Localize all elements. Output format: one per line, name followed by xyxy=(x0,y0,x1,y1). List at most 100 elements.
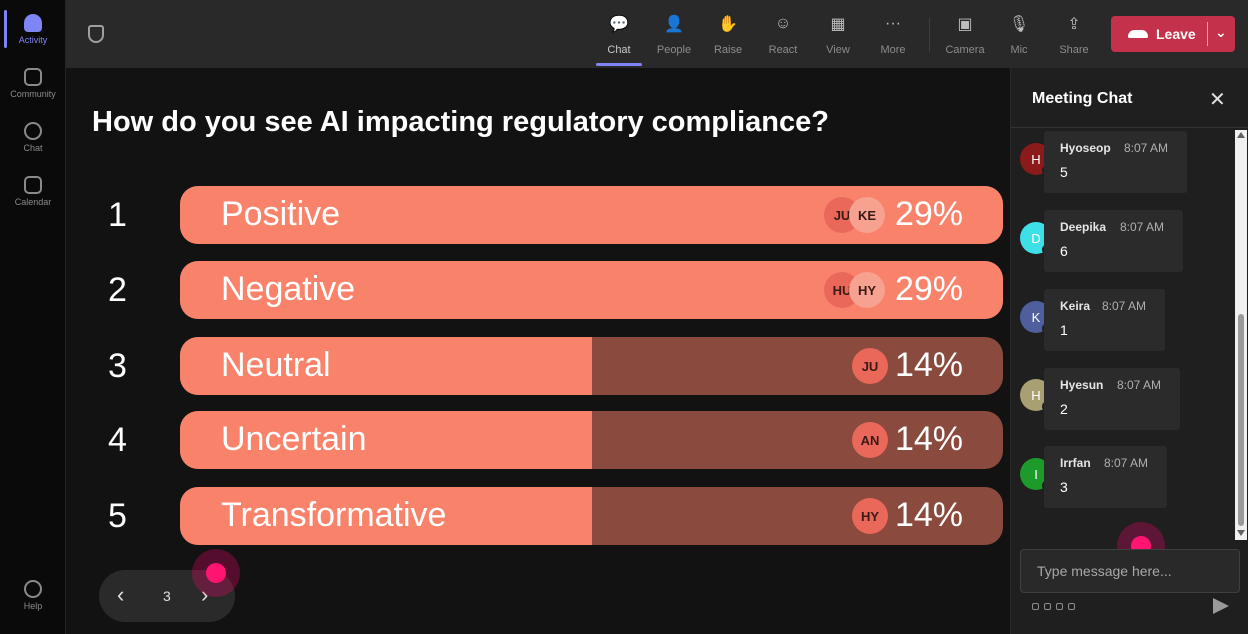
message-bubble: Irrfan 8:07 AM 3 xyxy=(1044,446,1167,508)
message-sender: Deepika xyxy=(1060,220,1107,234)
toolbar-button-label: View xyxy=(826,44,850,56)
format-icon[interactable] xyxy=(1032,603,1039,610)
toolbar-button-label: Raise xyxy=(713,44,743,56)
more-icon: ··· xyxy=(885,15,901,32)
poll-option-row: 5 Transformative HY 14% xyxy=(66,487,1010,545)
message-text: 3 xyxy=(1060,479,1068,495)
toolbar-people-button[interactable]: 👤 People xyxy=(647,10,701,62)
rail-item-help[interactable]: Help xyxy=(0,570,66,622)
toolbar-view-button[interactable]: ▦ View xyxy=(811,10,865,62)
people-icon: 👤 xyxy=(664,16,684,33)
compose-toolbar xyxy=(1032,603,1075,610)
rail-item-label: Help xyxy=(23,601,43,611)
toolbar-button-label: Share xyxy=(1059,44,1089,56)
option-percent: 29% xyxy=(894,270,963,308)
avatar-initial: D xyxy=(1031,230,1041,246)
toolbar-raise-button[interactable]: ✋ Raise xyxy=(701,10,755,62)
option-label: Neutral xyxy=(221,346,331,384)
meeting-chat-panel: Meeting Chat ✕ H Hyoseop 8:07 AM 5 D Dee… xyxy=(1010,68,1248,634)
message-time: 8:07 AM xyxy=(1102,299,1147,313)
toolbar-button-label: More xyxy=(880,44,906,56)
option-bar: Neutral JU 14% xyxy=(180,337,1003,395)
toolbar-chat-button[interactable]: 💬 Chat xyxy=(592,10,646,66)
calendar-icon xyxy=(24,176,42,194)
toolbar-more-button[interactable]: ··· More xyxy=(866,10,920,62)
rail-item-calendar[interactable]: Calendar xyxy=(0,166,66,218)
close-icon[interactable]: ✕ xyxy=(1209,89,1226,111)
toolbar-button-label: React xyxy=(768,44,798,56)
option-bar: Positive JU KE 29% xyxy=(180,186,1003,244)
avatar-initial: I xyxy=(1034,466,1038,482)
poll-question: How do you see AI impacting regulatory c… xyxy=(92,106,829,138)
scroll-up-icon[interactable] xyxy=(1237,132,1245,138)
voter-avatar: KE xyxy=(849,197,885,233)
option-number: 2 xyxy=(108,271,127,309)
poll-stage: How do you see AI impacting regulatory c… xyxy=(66,68,1010,634)
toolbar-button-label: Camera xyxy=(945,44,985,56)
message-bubble: Deepika 8:07 AM 6 xyxy=(1044,210,1183,272)
message-time: 8:07 AM xyxy=(1104,456,1149,470)
option-bar: Transformative HY 14% xyxy=(180,487,1003,545)
option-label: Negative xyxy=(221,270,356,308)
voter-avatar: AN xyxy=(852,422,888,458)
scrollbar-thumb[interactable] xyxy=(1238,314,1244,526)
message-bubble: Hyoseop 8:07 AM 5 xyxy=(1044,131,1187,193)
option-number: 5 xyxy=(108,497,127,535)
rail-item-chat[interactable]: Chat xyxy=(0,112,66,164)
message-sender: Irrfan xyxy=(1060,456,1091,470)
leave-label: Leave xyxy=(1156,26,1196,42)
message-bubble: Hyesun 8:07 AM 2 xyxy=(1044,368,1180,430)
chat-icon: 💬 xyxy=(609,16,629,33)
rail-item-activity[interactable]: Activity xyxy=(0,4,66,56)
message-sender: Hyoseop xyxy=(1060,141,1111,155)
toolbar-mic-button[interactable]: 🎙 Mic xyxy=(992,10,1046,62)
app-rail: Activity Community Chat Calendar Help xyxy=(0,0,66,634)
option-bar-fill xyxy=(180,337,592,395)
message-text: 5 xyxy=(1060,164,1068,180)
option-number: 1 xyxy=(108,196,127,234)
message-sender: Hyesun xyxy=(1060,378,1104,392)
react-icon: ☺ xyxy=(774,15,792,32)
send-icon[interactable] xyxy=(1213,598,1229,614)
voter-avatar: HY xyxy=(849,272,885,308)
leave-button[interactable]: Leave ⌄ xyxy=(1111,16,1235,52)
mic-icon: 🎙 xyxy=(1008,16,1030,33)
message-text: 2 xyxy=(1060,401,1068,417)
message-time: 8:07 AM xyxy=(1117,378,1162,392)
message-time: 8:07 AM xyxy=(1124,141,1169,155)
option-bar-fill xyxy=(180,487,592,545)
toolbar-separator xyxy=(929,18,930,52)
rail-item-community[interactable]: Community xyxy=(0,58,66,110)
chevron-left-icon[interactable]: ‹ xyxy=(117,582,125,607)
voter-avatar: HY xyxy=(852,498,888,534)
toolbar-react-button[interactable]: ☺ React xyxy=(756,10,810,62)
toolbar-share-button[interactable]: ⇪ Share xyxy=(1047,10,1101,62)
leave-divider xyxy=(1207,22,1208,46)
voter-avatar: JU xyxy=(852,348,888,384)
rail-item-label: Chat xyxy=(23,143,43,153)
toolbar-button-label: Chat xyxy=(607,44,631,56)
toolbar-button-label: People xyxy=(656,44,692,56)
toolbar-camera-button[interactable]: ▣ Camera xyxy=(938,10,992,62)
camera-off-icon: ▣ xyxy=(957,16,973,33)
option-percent: 29% xyxy=(894,195,963,233)
poll-option-row: 2 Negative HU HY 29% xyxy=(66,261,1010,319)
message-text: 6 xyxy=(1060,243,1068,259)
shield-icon[interactable] xyxy=(88,25,104,43)
poll-option-row: 4 Uncertain AN 14% xyxy=(66,411,1010,469)
avatar-initial: H xyxy=(1031,387,1041,403)
page-number: 3 xyxy=(163,588,171,604)
attach-icon[interactable] xyxy=(1044,603,1051,610)
chat-icon xyxy=(24,122,42,140)
scroll-down-icon[interactable] xyxy=(1237,530,1245,536)
gif-icon[interactable] xyxy=(1068,603,1075,610)
avatar-initial: H xyxy=(1031,151,1041,167)
chevron-right-icon[interactable]: › xyxy=(201,582,209,607)
rail-item-label: Calendar xyxy=(14,197,52,207)
chevron-down-icon[interactable]: ⌄ xyxy=(1215,24,1227,40)
emoji-icon[interactable] xyxy=(1056,603,1063,610)
message-input[interactable] xyxy=(1021,550,1239,592)
message-compose-box[interactable] xyxy=(1020,549,1240,593)
option-bar: Negative HU HY 29% xyxy=(180,261,1003,319)
chat-scrollbar[interactable] xyxy=(1235,130,1247,540)
